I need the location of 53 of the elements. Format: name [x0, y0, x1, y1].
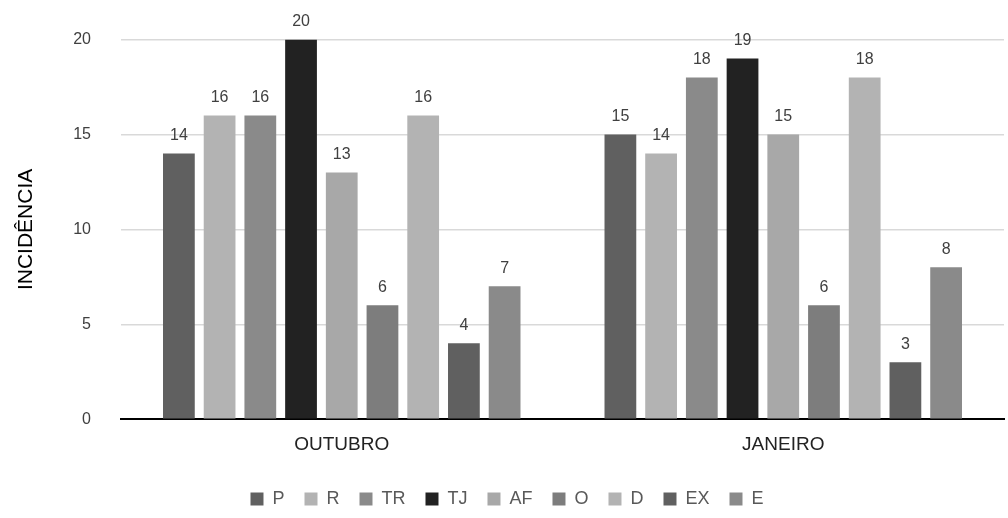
y-tick-label: 0 — [82, 409, 92, 427]
legend-label: R — [326, 487, 340, 508]
bar — [163, 153, 195, 419]
legend-label: O — [574, 487, 589, 508]
bar — [889, 362, 922, 419]
y-tick-label: 20 — [73, 30, 92, 48]
data-label: 16 — [414, 87, 433, 105]
legend-label: AF — [509, 487, 533, 508]
bar — [325, 172, 358, 419]
data-label: 18 — [692, 49, 711, 67]
data-label: 19 — [733, 30, 752, 48]
legend-label: E — [751, 487, 764, 508]
data-label: 14 — [652, 125, 671, 143]
data-label: 18 — [855, 49, 874, 67]
bar — [407, 115, 440, 419]
data-label: 15 — [774, 106, 793, 124]
legend-label: TR — [381, 487, 406, 508]
y-tick-label: 5 — [82, 314, 92, 332]
bar — [848, 77, 881, 419]
legend-label: D — [630, 487, 644, 508]
bar — [448, 343, 480, 419]
bar — [244, 115, 277, 419]
legend-label: EX — [685, 487, 710, 508]
bar — [285, 39, 317, 419]
x-tick-label: JANEIRO — [742, 432, 825, 454]
bar — [645, 153, 677, 419]
data-label: 20 — [292, 12, 311, 30]
data-label: 3 — [900, 334, 910, 352]
data-label: 15 — [611, 106, 630, 124]
data-label: 14 — [169, 125, 188, 143]
bar — [203, 115, 236, 419]
data-label: 16 — [210, 87, 229, 105]
y-axis-title: INCIDÊNCIA — [13, 168, 37, 291]
bar — [808, 305, 840, 419]
data-label: 13 — [332, 144, 351, 162]
data-label: 8 — [941, 239, 951, 257]
data-label: 6 — [819, 277, 829, 295]
legend-label: TJ — [447, 487, 468, 508]
y-tick-label: 15 — [73, 124, 92, 142]
bar — [726, 58, 759, 419]
bar — [488, 286, 521, 419]
legend-label: P — [272, 487, 285, 508]
data-label: 4 — [459, 315, 469, 333]
bar — [685, 77, 718, 419]
bar — [930, 267, 962, 419]
bar — [767, 134, 800, 419]
bar — [366, 305, 399, 419]
data-label: 16 — [251, 87, 270, 105]
data-label: 6 — [378, 277, 388, 295]
y-tick-label: 10 — [73, 219, 92, 237]
data-label: 7 — [500, 258, 510, 276]
bar — [604, 134, 637, 419]
x-tick-label: OUTUBRO — [294, 432, 390, 454]
